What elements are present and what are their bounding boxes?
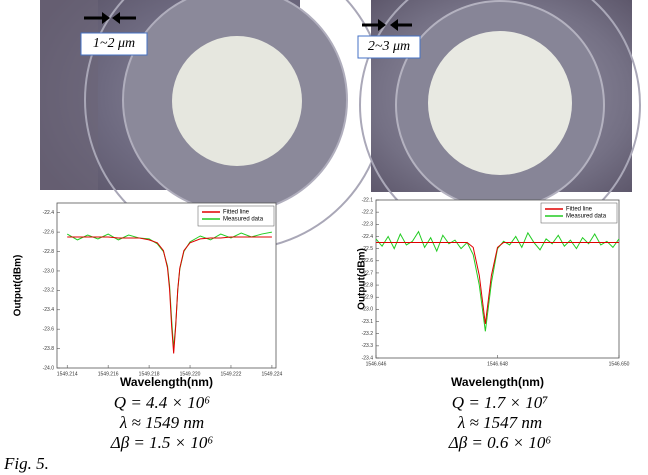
- y-tick-label: -23.8: [43, 346, 55, 352]
- x-tick-label: 1549.216: [98, 371, 119, 377]
- x-tick-label: 1549.214: [57, 371, 78, 377]
- y-axis-title: Output(dBm): [357, 248, 368, 310]
- figure-caption: Fig. 5.: [3, 454, 49, 473]
- y-axis-title: Output(dBm): [13, 255, 24, 317]
- y-tick-label: -22.8: [362, 282, 374, 288]
- y-tick-label: -22.2: [362, 209, 374, 215]
- caption-line: Δβ = 0.6 × 10⁶: [448, 433, 552, 452]
- y-tick-label: -23.0: [362, 307, 374, 313]
- x-tick-label: 1546.650: [609, 361, 630, 367]
- caption-line: Δβ = 1.5 × 10⁶: [110, 433, 214, 452]
- x-tick-label: 1549.220: [180, 371, 201, 377]
- legend-label: Fitted line: [566, 207, 593, 213]
- caption-line: λ ≈ 1549 nm: [119, 413, 204, 432]
- y-tick-label: -22.3: [362, 222, 374, 228]
- y-tick-label: -23.4: [43, 307, 55, 313]
- x-axis-title: Wavelength(nm): [120, 375, 213, 389]
- y-tick-label: -23.2: [43, 288, 55, 294]
- data-line: [67, 236, 272, 354]
- legend-label: Measured data: [223, 217, 264, 223]
- legend-box: [197, 205, 275, 227]
- legend-box: [540, 202, 618, 224]
- legend-label: Measured data: [566, 214, 607, 220]
- caption-line: Q = 4.4 × 10⁶: [114, 393, 210, 412]
- x-tick-label: 1549.222: [221, 371, 242, 377]
- y-tick-label: -22.6: [43, 229, 55, 235]
- x-tick-label: 1546.648: [487, 361, 508, 367]
- caption-line: Q = 1.7 × 10⁷: [452, 393, 548, 412]
- y-tick-label: -22.4: [43, 210, 55, 216]
- y-tick-label: -23.2: [362, 331, 374, 337]
- y-tick-label: -23.1: [362, 319, 374, 325]
- y-tick-label: -22.4: [362, 234, 374, 240]
- y-tick-label: -22.1: [362, 197, 374, 203]
- photo-2: 2~3 μm: [357, 0, 641, 246]
- legend-label: Fitted line: [223, 210, 250, 216]
- x-axis-title: Wavelength(nm): [451, 375, 544, 389]
- plot-frame: [56, 202, 277, 369]
- y-tick-label: -23.6: [43, 327, 55, 333]
- scale-label: 1~2 μm: [93, 36, 135, 51]
- y-tick-label: -22.6: [362, 258, 374, 264]
- y-tick-label: -23.3: [362, 343, 374, 349]
- photo-1: 1~2 μm: [40, 0, 386, 251]
- y-tick-label: -22.5: [362, 246, 374, 252]
- data-line: [376, 242, 619, 325]
- x-tick-label: 1549.218: [139, 371, 160, 377]
- y-tick-label: -22.8: [43, 249, 55, 255]
- x-tick-label: 1549.224: [261, 371, 282, 377]
- y-tick-label: -23.4: [362, 355, 374, 361]
- plot-frame: [375, 199, 620, 359]
- x-tick-label: 1546.646: [366, 361, 387, 367]
- caption-line: λ ≈ 1547 nm: [457, 413, 542, 432]
- y-tick-label: -24.0: [43, 365, 55, 371]
- y-tick-label: -22.9: [362, 295, 374, 301]
- scale-label: 2~3 μm: [368, 39, 410, 54]
- y-tick-label: -22.7: [362, 270, 374, 276]
- y-tick-label: -23.0: [43, 268, 55, 274]
